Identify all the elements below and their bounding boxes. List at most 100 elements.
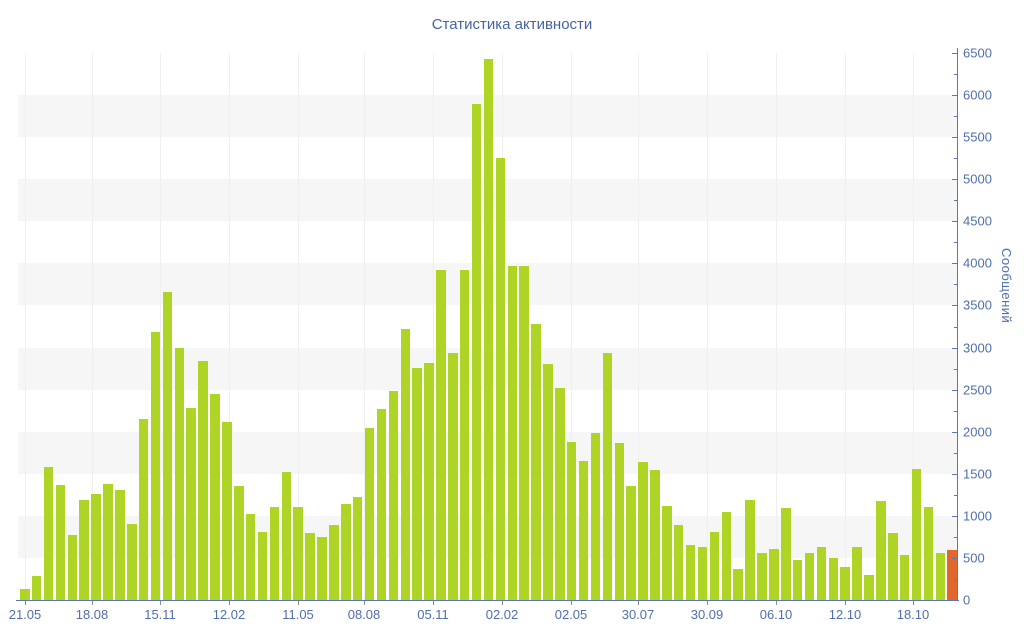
- vertical-gridline: [160, 53, 161, 600]
- y-tick-label: 5500: [963, 129, 992, 145]
- bar: [269, 507, 280, 600]
- bar: [20, 589, 30, 600]
- bar: [186, 408, 196, 600]
- x-tick-mark: [707, 601, 708, 605]
- bar: [721, 511, 732, 600]
- bar: [162, 292, 173, 600]
- bar: [864, 574, 874, 600]
- bar: [519, 265, 529, 600]
- bar: [852, 546, 862, 600]
- x-tick-mark: [364, 601, 365, 605]
- bar: [376, 408, 387, 600]
- y-tick-label: 6000: [963, 87, 992, 103]
- y-tick-label: 4500: [963, 213, 992, 229]
- y-axis-title: Сообщений: [999, 248, 1014, 324]
- bar: [709, 531, 720, 600]
- bar: [329, 525, 339, 600]
- y-major-tick: [952, 263, 957, 265]
- bar: [673, 525, 684, 600]
- y-minor-tick: [954, 242, 957, 244]
- bar: [198, 361, 208, 600]
- x-tick-label: 15.11: [144, 607, 176, 622]
- x-tick-label: 05.11: [417, 607, 449, 622]
- vertical-gridline: [364, 53, 365, 600]
- bar: [697, 546, 708, 600]
- bar: [840, 567, 850, 600]
- bar: [424, 362, 434, 600]
- bar: [757, 552, 767, 600]
- bar: [103, 483, 113, 600]
- bar: [911, 468, 922, 600]
- bar: [769, 548, 779, 600]
- y-tick-label: 2500: [963, 382, 992, 398]
- vertical-gridline: [638, 53, 639, 600]
- y-major-tick: [952, 95, 957, 97]
- bar: [317, 536, 327, 600]
- y-tick-label: 1500: [963, 466, 992, 482]
- bar: [923, 506, 934, 600]
- vertical-gridline: [433, 53, 434, 600]
- bar: [245, 514, 256, 600]
- bar: [127, 524, 137, 600]
- y-minor-tick: [954, 158, 957, 160]
- bar: [293, 507, 303, 600]
- bar: [43, 467, 54, 600]
- vertical-gridline: [92, 53, 93, 600]
- y-minor-tick: [954, 452, 957, 454]
- y-major-tick: [952, 557, 957, 559]
- bar: [305, 532, 315, 600]
- x-tick-label: 06.10: [759, 607, 793, 622]
- vertical-gridline: [845, 53, 846, 600]
- vertical-gridline: [776, 53, 777, 600]
- x-tick-label: 18.10: [896, 607, 930, 622]
- bar: [566, 441, 577, 600]
- y-tick-label: 3000: [963, 340, 992, 356]
- chart-title: Статистика активности: [431, 16, 593, 33]
- y-tick-label: 4000: [963, 255, 992, 271]
- y-minor-tick: [954, 200, 957, 202]
- x-tick-mark: [571, 601, 572, 605]
- bar: [543, 363, 553, 600]
- bar: [804, 552, 815, 600]
- y-minor-tick: [954, 578, 957, 580]
- y-major-tick: [952, 53, 957, 54]
- y-minor-tick: [954, 284, 957, 286]
- x-tick-label: 21.05: [8, 607, 42, 622]
- y-major-tick: [952, 137, 957, 139]
- y-major-tick: [952, 305, 957, 307]
- y-tick-label: 500: [963, 550, 985, 566]
- bar: [222, 421, 232, 600]
- y-major-tick: [952, 431, 957, 433]
- bar: [876, 500, 886, 600]
- bar: [150, 331, 161, 600]
- y-tick-label: 0: [963, 592, 971, 608]
- y-axis-line: [957, 48, 958, 601]
- y-major-tick: [952, 600, 957, 601]
- bar: [507, 265, 518, 600]
- y-major-tick: [952, 473, 957, 475]
- bar: [935, 552, 946, 600]
- bar: [138, 419, 149, 600]
- bar: [745, 499, 755, 600]
- bar: [400, 329, 410, 600]
- bar: [578, 461, 589, 600]
- bar: [888, 532, 898, 600]
- y-minor-tick: [954, 494, 957, 496]
- vertical-gridline: [25, 53, 26, 600]
- bar: [685, 545, 696, 600]
- y-minor-tick: [954, 368, 957, 370]
- bar: [79, 499, 89, 600]
- bar: [210, 393, 220, 600]
- x-tick-label: 02.05: [554, 607, 588, 622]
- bar: [614, 442, 625, 600]
- vertical-gridline: [229, 53, 230, 600]
- bar: [281, 472, 292, 600]
- y-minor-tick: [954, 74, 957, 76]
- x-tick-label: 12.02: [212, 607, 246, 622]
- bar: [531, 323, 541, 600]
- vertical-gridline: [571, 53, 572, 600]
- x-tick-label: 18.08: [75, 607, 109, 622]
- y-major-tick: [952, 515, 957, 517]
- vertical-gridline: [298, 53, 299, 600]
